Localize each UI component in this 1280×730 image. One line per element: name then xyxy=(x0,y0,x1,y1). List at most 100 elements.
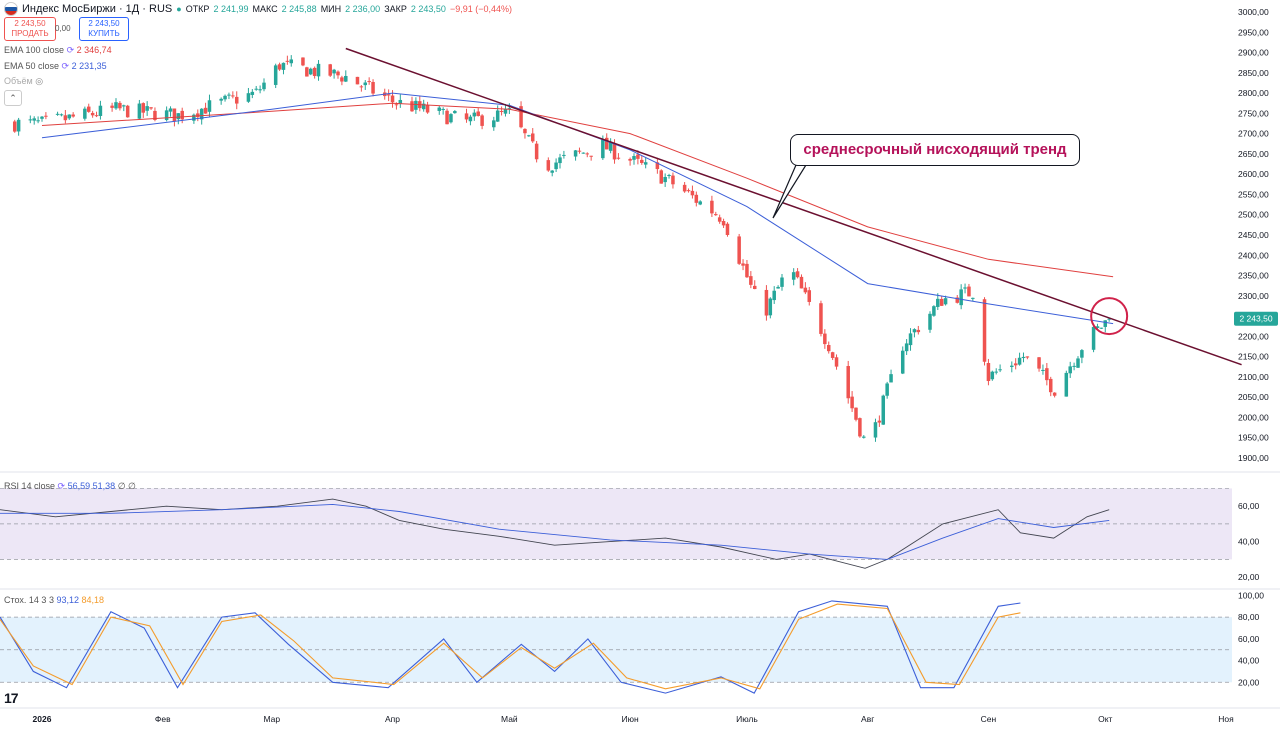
candle-body xyxy=(721,221,726,226)
candle-body xyxy=(803,287,808,293)
candle-body xyxy=(959,289,963,306)
candle-body xyxy=(714,214,718,216)
candle-body xyxy=(1017,357,1022,365)
price-axis-tick-label: 1950,00 xyxy=(1238,433,1269,443)
volume-legend[interactable]: Объём ◎ xyxy=(4,76,43,87)
candle-body xyxy=(589,155,593,157)
candle-body xyxy=(258,89,262,91)
change-value: −9,91 (−0,44%) xyxy=(449,4,512,14)
tradingview-logo[interactable]: 17 xyxy=(4,690,19,706)
candle-body xyxy=(690,190,695,196)
candle-body xyxy=(776,286,780,289)
candle-body xyxy=(725,223,730,235)
ema100-legend[interactable]: EMA 100 close ⟳ 2 346,74 xyxy=(4,45,112,56)
stoch-d-value: 84,18 xyxy=(81,595,105,605)
candle-body xyxy=(410,101,414,112)
candle-body xyxy=(110,105,114,108)
candle-body xyxy=(1045,368,1049,381)
stoch-d-line xyxy=(0,603,1021,690)
candle-body xyxy=(554,162,558,170)
candle-body xyxy=(682,184,687,192)
candle-body xyxy=(199,108,204,120)
candle-body xyxy=(904,343,909,352)
candle-body xyxy=(468,116,473,122)
trend-annotation[interactable]: среднесрочный нисходящий тренд xyxy=(790,134,1080,166)
price-axis-tick-label: 2650,00 xyxy=(1238,149,1269,159)
rsi-legend[interactable]: RSI 14 close ⟳ 56,59 51,38 ∅ ∅ xyxy=(4,481,136,492)
candle-body xyxy=(476,111,480,116)
candle-body xyxy=(363,82,368,86)
candle-body xyxy=(449,114,453,123)
downtrend-line xyxy=(345,47,1242,366)
candle-body xyxy=(227,94,231,96)
candle-body xyxy=(305,67,309,77)
stoch-legend[interactable]: Стох. 14 3 3 93,12 84,18 xyxy=(4,595,104,605)
settings-loop-icon[interactable]: ⟳ xyxy=(57,481,66,491)
candle-body xyxy=(1099,327,1104,329)
candle-body xyxy=(741,263,745,266)
buy-button[interactable]: 2 243,50 КУПИТЬ xyxy=(79,17,129,41)
collapse-legend-button[interactable]: ⌃ xyxy=(4,90,22,106)
price-axis-tick-label: 2300,00 xyxy=(1238,291,1269,301)
candle-body xyxy=(604,137,609,150)
candle-body xyxy=(834,357,839,367)
price-axis-tick-label: 2050,00 xyxy=(1238,392,1269,402)
candle-body xyxy=(234,96,239,104)
candle-body xyxy=(207,100,212,112)
sell-button[interactable]: 2 243,50 ПРОДАТЬ xyxy=(4,17,56,41)
ema100-label: EMA 100 close xyxy=(4,45,65,55)
candle-body xyxy=(192,114,196,121)
candle-body xyxy=(90,112,95,116)
price-axis-tick-label: 1900,00 xyxy=(1238,453,1269,463)
candle-body xyxy=(168,108,173,112)
candle-body xyxy=(340,77,344,82)
candle-body xyxy=(386,94,391,96)
candle-body xyxy=(231,95,235,97)
time-axis-tick-label: Июн xyxy=(622,714,639,724)
candle-body xyxy=(32,118,36,121)
settings-loop-icon[interactable]: ⟳ xyxy=(61,61,70,71)
annotation-pointer xyxy=(772,164,808,219)
candle-body xyxy=(40,116,44,119)
candle-body xyxy=(717,217,722,222)
rsi-axis-tick-label: 60,00 xyxy=(1238,501,1260,511)
candle-body xyxy=(28,119,33,121)
stoch-axis-tick-label: 20,00 xyxy=(1238,677,1260,687)
price-axis-tick-label: 2700,00 xyxy=(1238,129,1269,139)
candle-body xyxy=(850,396,854,409)
last-price-tag xyxy=(1234,311,1278,326)
candle-body xyxy=(943,298,948,305)
candle-body xyxy=(628,158,632,161)
candle-body xyxy=(262,82,266,90)
highlight-circle xyxy=(1090,297,1129,336)
candle-body xyxy=(219,98,223,101)
settings-loop-icon[interactable]: ⟳ xyxy=(66,45,75,55)
ema100-value: 2 346,74 xyxy=(76,45,112,55)
candle-body xyxy=(791,272,796,280)
candle-body xyxy=(98,105,103,116)
candle-body xyxy=(1080,350,1084,358)
candle-body xyxy=(344,75,348,82)
candle-body xyxy=(527,135,531,137)
eye-hidden-icon[interactable]: ◎ xyxy=(35,76,44,86)
candle-body xyxy=(246,93,251,102)
candle-body xyxy=(16,119,21,132)
symbol-title[interactable]: Индекс МосБиржи · 1Д · RUS xyxy=(22,3,173,15)
rsi-extra: ∅ ∅ xyxy=(117,481,136,491)
ema50-legend[interactable]: EMA 50 close ⟳ 2 231,35 xyxy=(4,61,107,72)
stoch-k-line xyxy=(0,600,1021,694)
candle-body xyxy=(149,107,153,109)
buy-label: КУПИТЬ xyxy=(88,29,120,38)
candle-body xyxy=(1013,363,1018,366)
price-axis-tick-label: 2750,00 xyxy=(1238,108,1269,118)
candle-body xyxy=(437,107,442,111)
candle-body xyxy=(137,103,142,119)
candle-body xyxy=(795,271,800,278)
candle-body xyxy=(398,99,403,104)
candle-body xyxy=(480,115,484,126)
candle-body xyxy=(1091,326,1096,350)
candle-body xyxy=(523,128,527,134)
candle-body xyxy=(367,81,371,83)
candle-body xyxy=(562,154,566,156)
